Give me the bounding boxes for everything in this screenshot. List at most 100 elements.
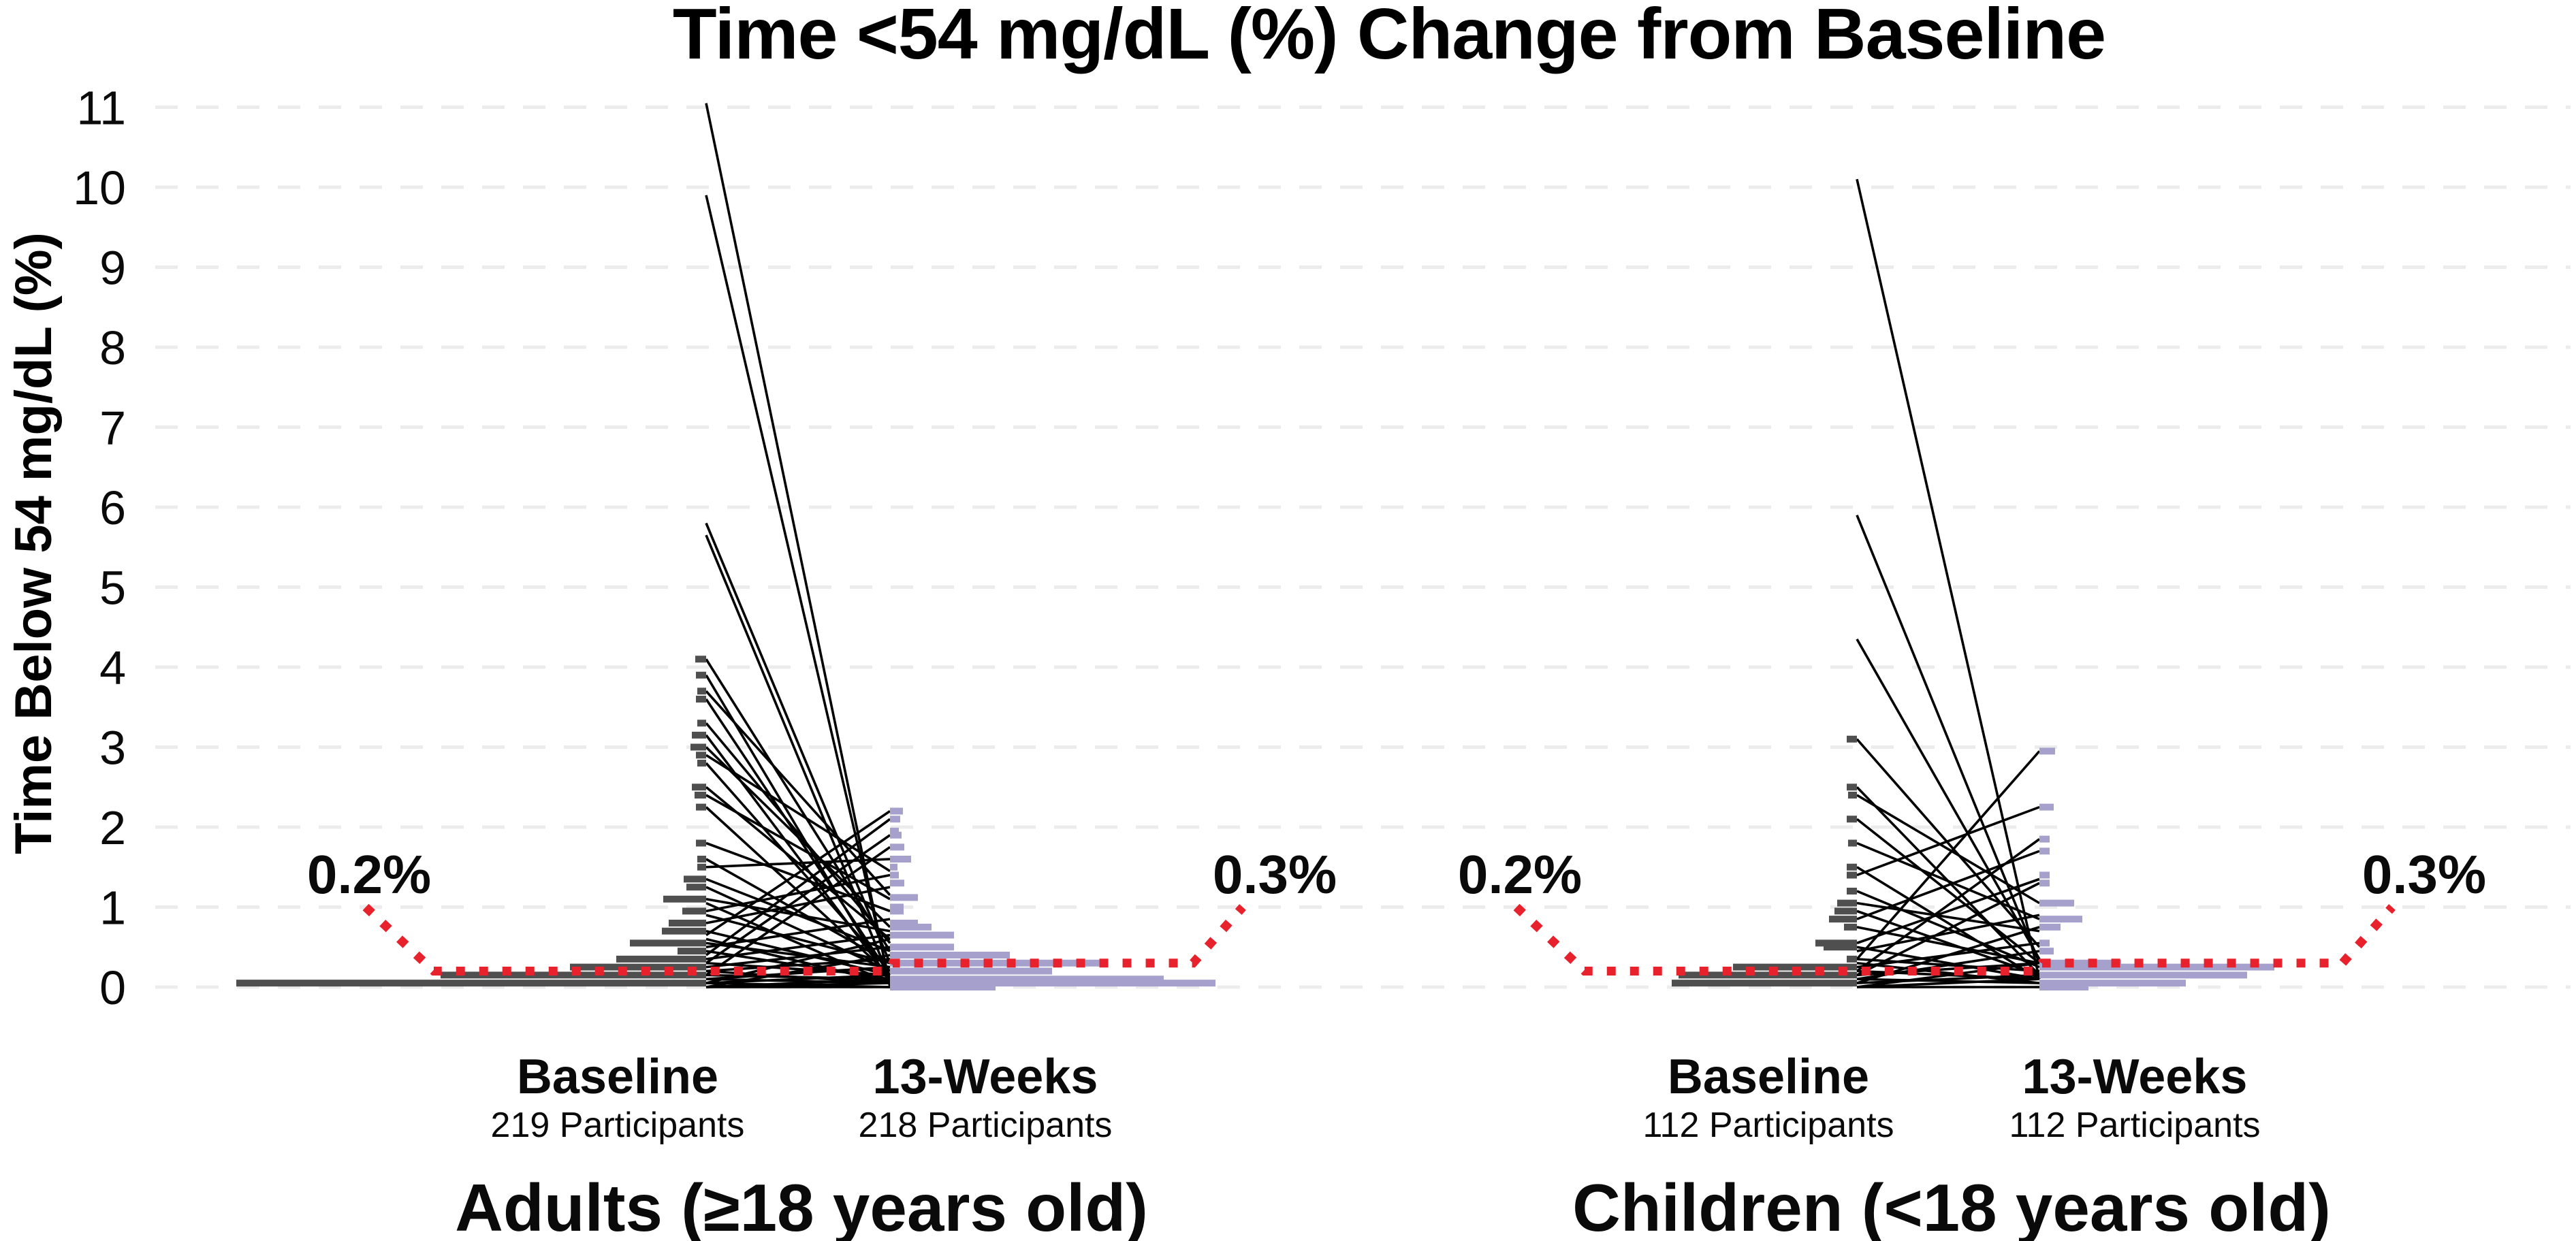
baseline-bar (1847, 863, 1857, 871)
pair-line (1856, 178, 2041, 980)
baseline-bar (236, 980, 706, 987)
pair-line (1856, 841, 2040, 920)
baseline-bar (1848, 839, 1857, 847)
baseline-bar (678, 948, 706, 955)
week13-bar (890, 807, 903, 815)
y-tick-label: 9 (99, 242, 126, 295)
pair-line (705, 658, 891, 952)
pair-line (1856, 882, 2040, 976)
baseline-bar (690, 743, 706, 751)
week13-bar (890, 894, 918, 901)
pair-line (1856, 818, 2041, 965)
baseline-bar (1847, 888, 1857, 895)
pair-line (1856, 515, 2041, 964)
week13-bar (890, 984, 996, 990)
y-tick-label: 3 (99, 722, 126, 775)
pair-line (705, 794, 891, 901)
week13-bar (890, 907, 904, 915)
pair-line (705, 722, 891, 944)
baseline-histogram (1672, 735, 1857, 987)
week13-bar (2039, 803, 2054, 811)
baseline-bar (695, 792, 706, 799)
baseline-bar (662, 927, 706, 935)
pair-line (705, 941, 891, 969)
pair-line (705, 954, 891, 988)
baseline-bar (697, 863, 706, 871)
week13-bar (2039, 923, 2061, 931)
pair-line (705, 834, 891, 965)
pair-line (705, 886, 891, 924)
pair-line (705, 886, 891, 973)
week13-bar (2039, 984, 2088, 990)
pair-line (705, 522, 891, 964)
pair-line (1856, 750, 2041, 961)
chart-title: Time <54 mg/dL (%) Change from Baseline (672, 0, 2106, 74)
baseline-bar (697, 760, 706, 767)
pair-line (705, 978, 891, 984)
week13-column-label: 13-Weeks (873, 1050, 1098, 1104)
baseline-bar (696, 839, 706, 847)
pair-line (1856, 738, 2041, 948)
baseline-bar (616, 955, 706, 963)
pair-line (705, 818, 891, 956)
week13-bar (2039, 971, 2247, 979)
week13-participants-label: 112 Participants (2009, 1106, 2260, 1145)
baseline-bar (684, 875, 706, 883)
baseline-bar (1679, 971, 1857, 979)
pair-line (705, 961, 891, 977)
baseline-bar (697, 720, 706, 727)
week13-histogram (890, 807, 1215, 990)
week13-bar (890, 920, 918, 926)
pair-line (705, 858, 891, 869)
baseline-bar (630, 939, 706, 947)
median-week13-label: 0.3% (2362, 844, 2486, 905)
baseline-bar (1847, 871, 1857, 879)
baseline-bar (1824, 944, 1857, 951)
week13-bar (2039, 939, 2050, 947)
panel-footer: Adults (≥18 years old) (455, 1170, 1148, 1241)
baseline-bar (697, 856, 706, 863)
median-baseline-label: 0.2% (307, 844, 431, 905)
y-tick-label: 1 (99, 882, 126, 935)
baseline-bar (663, 895, 706, 903)
pair-line (705, 845, 891, 976)
baseline-histogram (236, 656, 706, 987)
week13-bar (890, 967, 1052, 975)
pair-line (705, 914, 891, 965)
week13-bar (890, 903, 904, 911)
pair-line (1856, 838, 2041, 972)
pair-line (705, 754, 891, 873)
week13-bar (890, 976, 1164, 983)
week13-bar (890, 959, 1102, 967)
baseline-bar (696, 803, 706, 811)
week13-bar (890, 931, 954, 939)
pair-line (705, 810, 891, 937)
baseline-bar (695, 656, 706, 663)
pair-line (705, 762, 891, 972)
pair-line (705, 873, 891, 913)
baseline-column-label: Baseline (517, 1050, 718, 1104)
week13-bar (2039, 948, 2054, 955)
week13-bar (890, 944, 954, 951)
baseline-bar (1672, 980, 1857, 987)
y-tick-label: 4 (99, 641, 126, 694)
week13-bar (2039, 963, 2274, 971)
y-tick-labels: 0 1 2 3 4 5 6 7 8 9 10 11 (73, 82, 126, 1015)
week13-bar (890, 827, 899, 835)
median-week13-label: 0.3% (1213, 844, 1337, 905)
baseline-column-label: Baseline (1668, 1050, 1869, 1104)
pair-line (705, 746, 891, 929)
week13-bar (890, 843, 904, 851)
pair-line (705, 929, 891, 977)
week13-bar (890, 856, 911, 863)
pair-lines (705, 103, 891, 988)
week13-participants-label: 218 Participants (859, 1106, 1113, 1145)
baseline-participants-label: 112 Participants (1642, 1106, 1894, 1145)
week13-bar (2039, 916, 2082, 923)
week13-histogram (2039, 747, 2274, 990)
week13-bar (890, 871, 899, 879)
pair-line (1856, 978, 2040, 988)
y-tick-label: 0 (99, 961, 126, 1014)
